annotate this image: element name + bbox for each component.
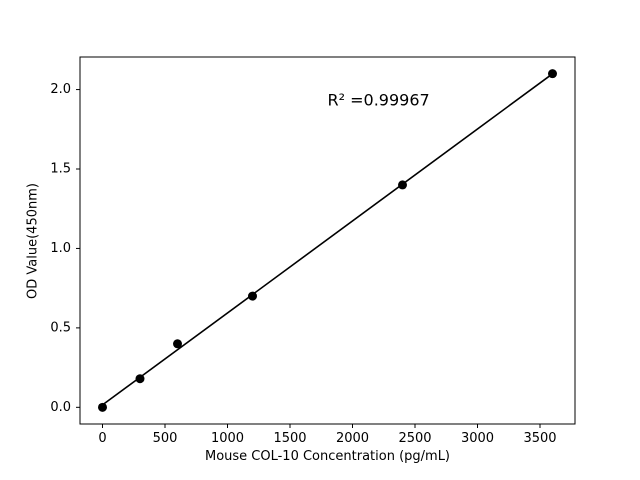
- x-tick-label: 1500: [273, 431, 306, 446]
- x-tick-label: 1000: [211, 431, 244, 446]
- data-point: [398, 180, 407, 190]
- x-tick-label: 2500: [398, 431, 431, 446]
- data-point: [98, 402, 107, 412]
- x-tick-label: 500: [153, 431, 178, 446]
- y-tick-label: 1.0: [50, 241, 71, 256]
- y-tick-label: 1.5: [50, 162, 71, 177]
- fit-line: [102, 73, 553, 406]
- x-tick-label: 3500: [523, 431, 556, 446]
- x-axis-label: Mouse COL-10 Concentration (pg/mL): [204, 449, 451, 464]
- r-squared-annotation: R² =0.99967: [327, 90, 430, 110]
- data-point: [248, 291, 257, 301]
- x-tick-label: 2000: [336, 431, 369, 446]
- data-point: [135, 374, 145, 384]
- axes-frame: [79, 56, 576, 425]
- x-tick-label: 0: [98, 431, 106, 446]
- y-tick-label: 0.5: [50, 320, 71, 335]
- y-tick-label: 0.0: [50, 400, 71, 415]
- y-axis-label: OD Value(450nm): [25, 182, 41, 299]
- x-tick-label: 3000: [461, 431, 494, 446]
- y-tick-label: 2.0: [50, 82, 71, 97]
- data-point: [173, 339, 182, 349]
- data-point: [548, 69, 557, 79]
